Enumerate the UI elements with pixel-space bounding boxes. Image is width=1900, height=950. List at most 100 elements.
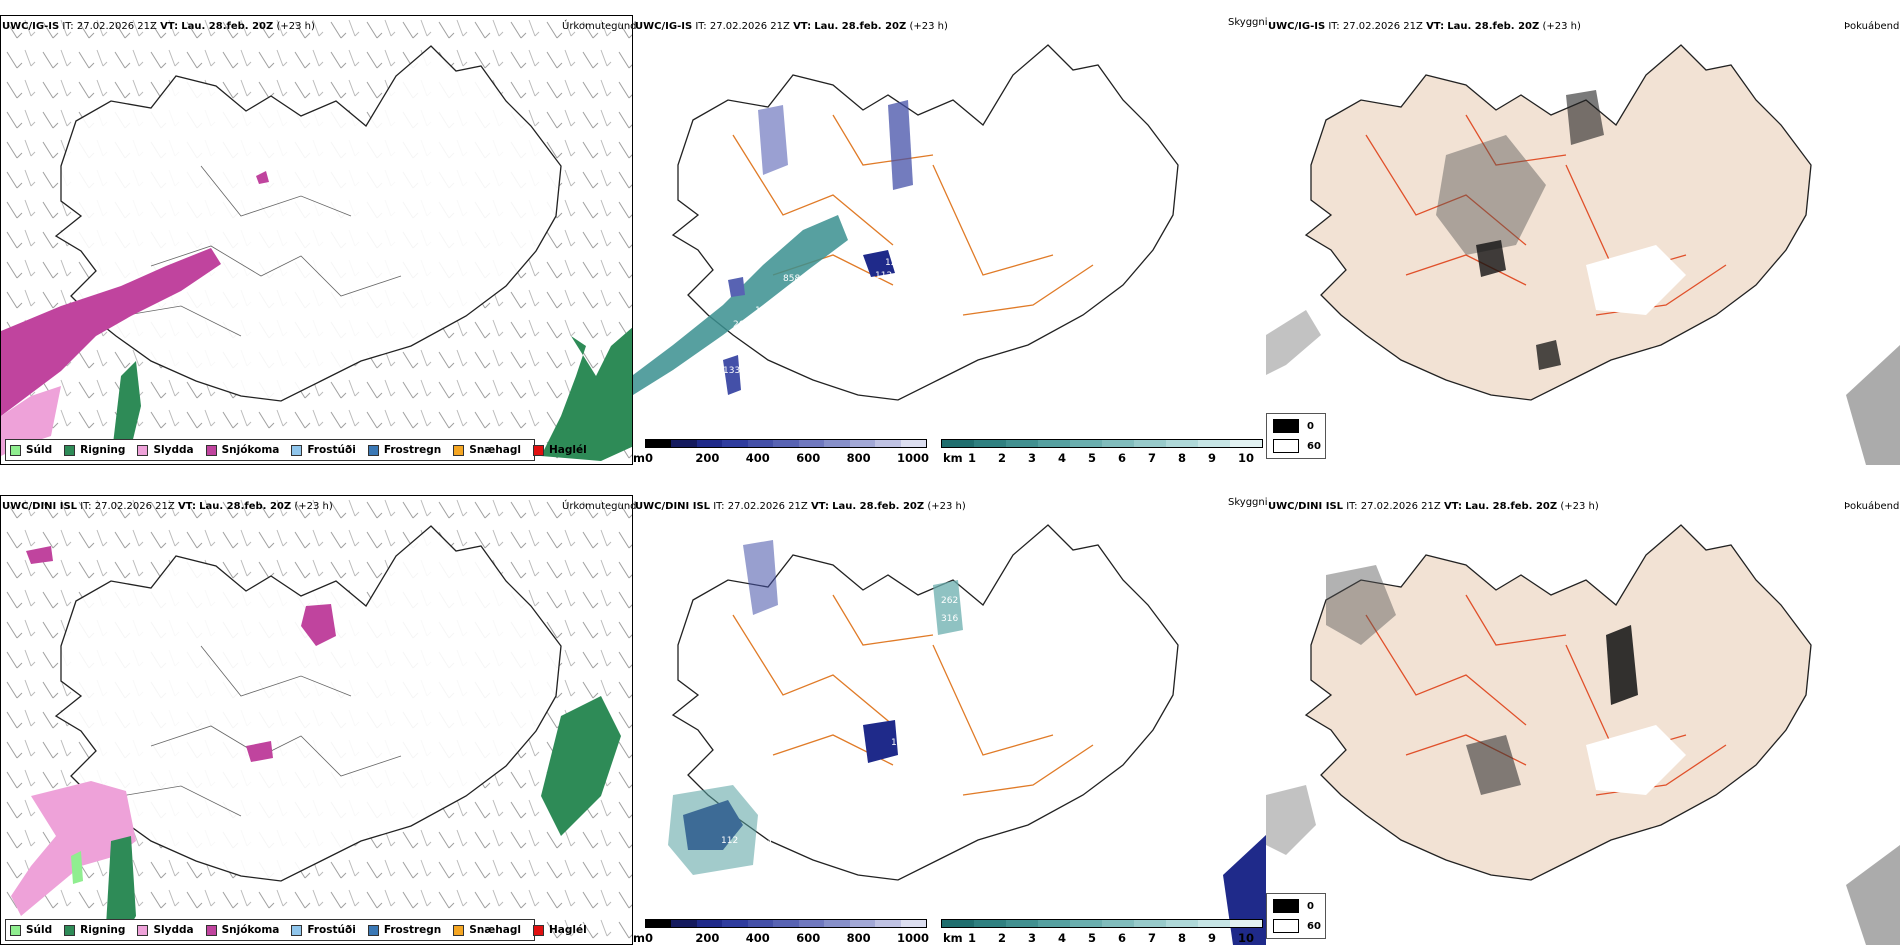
fog-legend-label: 60 [1307,440,1321,452]
snow-area [1,248,221,416]
legend-label: Haglél [548,924,587,936]
legend-item: Snæhagl [453,444,521,456]
iceland-outline [671,44,1179,401]
fog-legend-swatch [1273,419,1299,433]
fog-legend-item: 0 [1273,899,1314,913]
legend-item: Rigning [64,444,125,456]
ceiling-label: 262 [941,596,958,606]
it-label: IT: [1328,21,1340,32]
lead-time: (+23 h) [276,21,315,32]
visibility-map-top: 858 261 138 133 123 112 [633,44,1179,401]
colorbar-segment [875,440,901,447]
vt-value: Lau. 28.feb. 20Z [832,501,925,512]
precip-legend-top: Súld Rigning Slydda Snjókoma Frostúði Fr… [5,439,587,461]
colorbar-tick: 1000 [897,451,930,465]
legend-swatch [532,924,544,936]
fog-legend-label: 60 [1307,920,1321,932]
fog-panel-bottom: 0 60 [1266,495,1900,945]
low-ceiling-area [863,250,895,277]
legend-item: Frostregn [367,444,441,456]
colorbar-segment [974,440,1006,447]
colorbar-segment [849,920,876,927]
panel-title-visibility-top: Skyggni [1228,17,1268,28]
rain-area [541,327,632,461]
vt-label: VT: [793,21,812,32]
colorbar-tick: 7 [1148,451,1157,465]
ceiling-label: 151 [756,839,773,849]
colorbar-segment [1102,920,1134,927]
ceiling-colorbar-top [645,439,927,448]
visibility-panel-bottom: 112 151 118 127 262 316 m 0 200 400 600 800 1… [633,495,1266,945]
legend-item: Slydda [137,924,194,936]
run-header-fog-top: UWC/IG-IS IT: 27.02.2026 21Z VT: Lau. 28… [1268,21,1581,32]
colorbar-segment [1006,440,1038,447]
colorbar-segment [798,920,825,927]
visibility-panel-top: 858 261 138 133 123 112 m 0 200 400 600 800 1… [633,15,1266,465]
visibility-unit-bottom: km [943,931,963,945]
colorbar-tick: 6 [1118,931,1127,945]
it-label: IT: [80,501,92,512]
colorbar-segment [875,920,901,927]
vt-label: VT: [1443,501,1462,512]
model-name: UWC/IG-IS [2,21,60,32]
colorbar-tick: 400 [745,931,770,945]
legend-item: Haglél [532,444,587,456]
fog-legend-label: 0 [1307,900,1314,912]
iceland-outline [1304,44,1812,401]
colorbar-segment [824,440,850,447]
precip-map-top [1,16,632,464]
fog-legend-label: 0 [1307,420,1314,432]
vt-label: VT: [1426,21,1445,32]
colorbar-segment [747,440,774,447]
colorbar-tick: 1 [968,451,977,465]
glacier-area [1586,245,1686,315]
legend-swatch [10,444,21,456]
visibility-unit-top: km [943,451,963,465]
colorbar-segment [849,440,876,447]
lead-time: (+23 h) [294,501,333,512]
legend-swatch [453,924,465,936]
colorbar-tick: 4 [1058,931,1067,945]
colorbar-segment [1070,920,1102,927]
colorbar-segment [900,920,926,927]
colorbar-segment [1134,920,1166,927]
colorbar-tick: 0 [645,931,654,945]
colorbar-tick: 3 [1028,931,1037,945]
vt-label: VT: [810,501,829,512]
iceland-outline [54,45,562,402]
legend-item: Frostúði [291,444,356,456]
colorbar-segment [646,440,672,447]
it-label: IT: [1346,501,1358,512]
colorbar-tick: 10 [1238,931,1255,945]
run-header-precip-top: UWC/IG-IS IT: 27.02.2026 21Z VT: Lau. 28… [2,21,315,32]
colorbar-tick: 800 [846,451,871,465]
ceiling-label: 133 [723,366,740,376]
legend-swatch [532,444,544,456]
ceiling-label: 858 [783,274,800,284]
legend-item: Rigning [64,924,125,936]
colorbar-segment [1006,920,1038,927]
fog-legend-bottom: 0 60 [1266,893,1326,939]
panel-title-visibility-bottom: Skyggni [1228,497,1268,508]
lead-time: (+23 h) [1542,21,1581,32]
ceiling-label: 112 [721,836,738,846]
colorbar-tick: 600 [796,931,821,945]
fog-legend-item: 0 [1273,419,1314,433]
legend-item: Súld [10,924,52,936]
legend-swatch [453,444,465,456]
colorbar-tick: 2 [998,931,1007,945]
legend-swatch [205,924,217,936]
model-name: UWC/DINI ISL [635,501,711,512]
ceiling-label: 112 [875,271,892,281]
vt-value: Lau. 28.feb. 20Z [1447,21,1540,32]
colorbar-segment [900,440,926,447]
legend-item: Frostúði [291,924,356,936]
fog-panel-top: 0 60 [1266,15,1900,465]
it-value: 27.02.2026 21Z [1342,21,1423,32]
model-name: UWC/IG-IS [1268,21,1326,32]
legend-label: Snjókoma [221,444,280,456]
colorbar-tick: 9 [1208,931,1217,945]
road-network [732,114,1094,316]
sleet-area [1,386,61,456]
legend-label: Haglél [548,444,587,456]
